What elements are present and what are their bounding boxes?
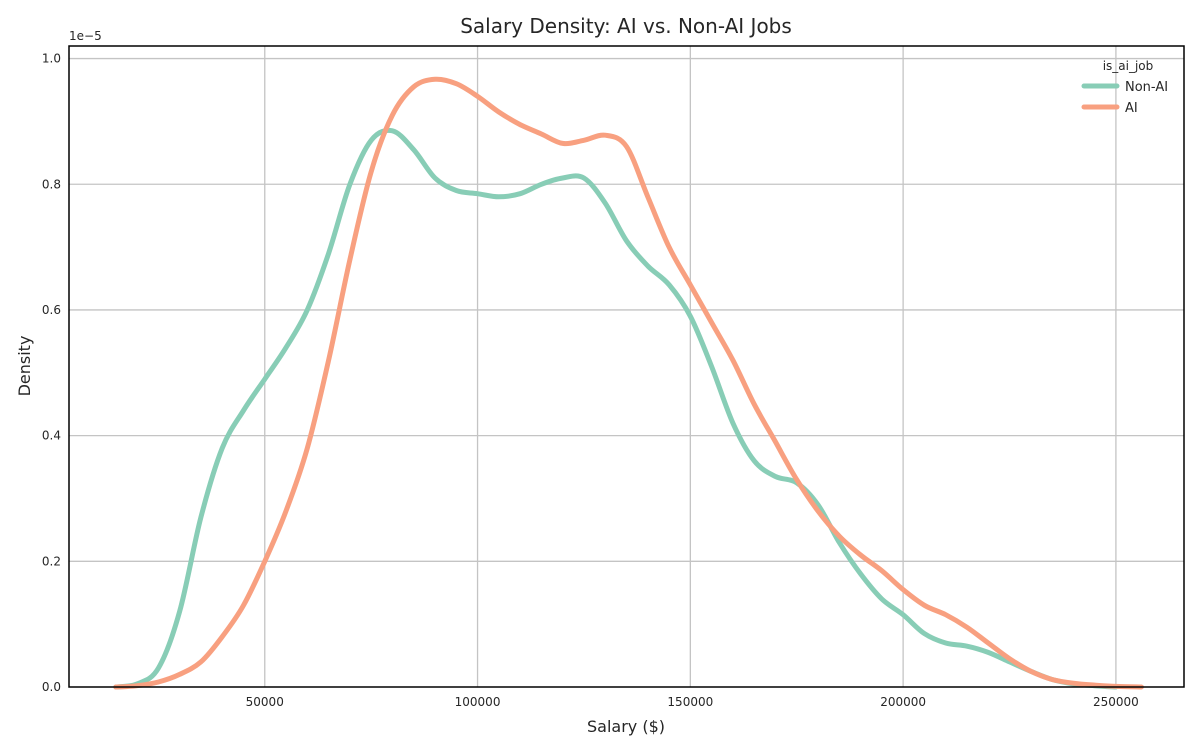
x-axis-label: Salary ($) bbox=[587, 717, 665, 736]
chart-title: Salary Density: AI vs. Non-AI Jobs bbox=[460, 14, 792, 38]
density-line-non-ai bbox=[113, 127, 1119, 690]
x-tick-label: 150000 bbox=[667, 695, 713, 709]
y-axis-label: Density bbox=[15, 336, 34, 397]
y-tick-label: 0.6 bbox=[42, 303, 61, 317]
y-tick-label: 0.0 bbox=[42, 680, 61, 694]
density-line-ai bbox=[113, 76, 1144, 690]
plot-frame bbox=[68, 45, 1185, 688]
legend-label-non-ai: Non-AI bbox=[1125, 80, 1168, 95]
y-tick-label: 0.8 bbox=[42, 177, 61, 191]
x-tick-label: 50000 bbox=[246, 695, 284, 709]
legend-title: is_ai_job bbox=[1103, 59, 1154, 73]
grid bbox=[69, 46, 1184, 687]
density-curves bbox=[113, 76, 1144, 690]
y-tick-label: 0.4 bbox=[42, 429, 61, 443]
x-tick-label: 250000 bbox=[1093, 695, 1139, 709]
y-scale-offset-label: 1e−5 bbox=[69, 29, 102, 43]
x-tick-label: 100000 bbox=[455, 695, 501, 709]
x-tick-label: 200000 bbox=[880, 695, 926, 709]
tick-labels: 50000 100000 150000 200000 250000 0.0 0.2 0.4 0.… bbox=[42, 52, 1139, 709]
y-tick-label: 0.2 bbox=[42, 554, 61, 568]
y-tick-label: 1.0 bbox=[42, 52, 61, 66]
legend-label-ai: AI bbox=[1125, 101, 1138, 116]
legend: is_ai_job Non-AI AI bbox=[1081, 59, 1168, 116]
